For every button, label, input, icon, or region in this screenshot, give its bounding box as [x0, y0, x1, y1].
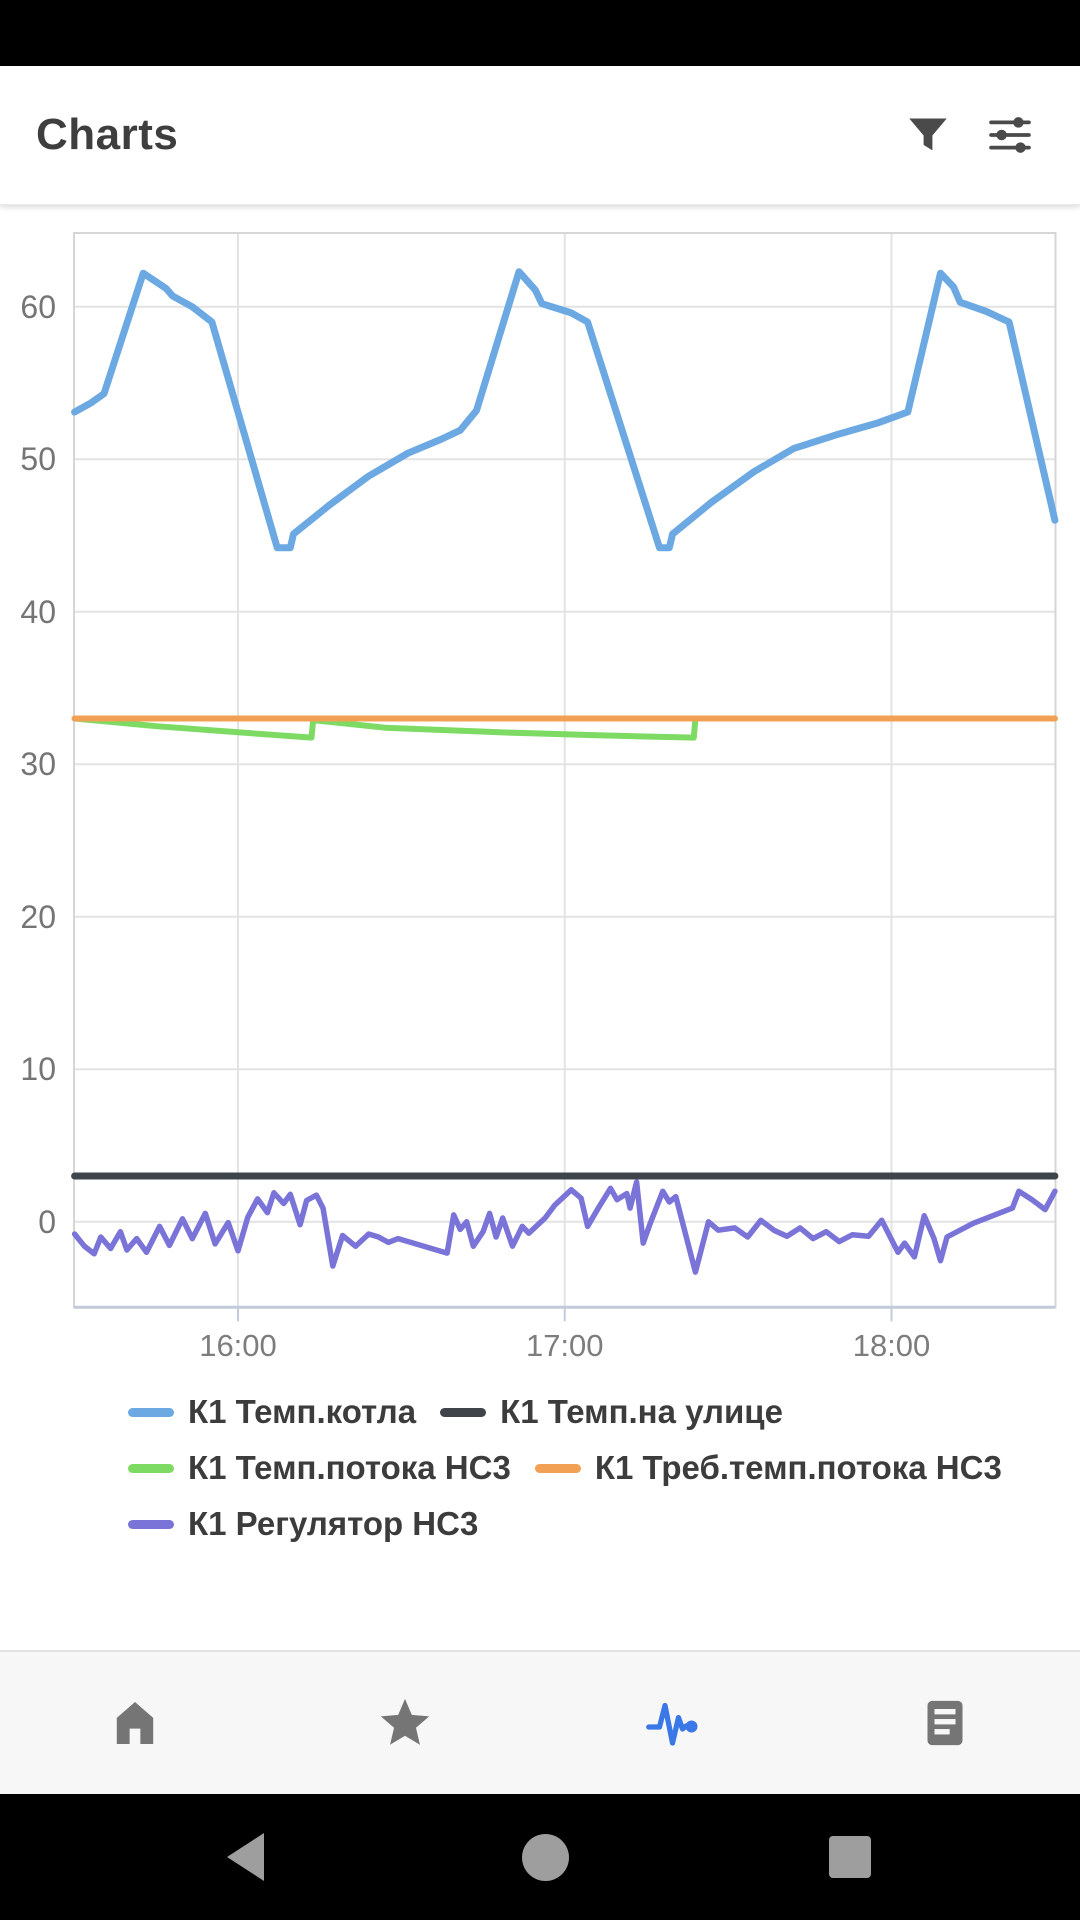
series-line	[71, 268, 1059, 552]
y-axis-tick-label: 30	[20, 746, 56, 783]
legend-label: К1 Регулятор НС3	[188, 1505, 479, 1542]
page-title: Charts	[36, 110, 179, 159]
legend-label: К1 Темп.потока НС3	[188, 1449, 511, 1486]
legend-item[interactable]: К1 Темп.котла	[128, 1393, 416, 1431]
android-home-button[interactable]	[485, 1794, 605, 1920]
x-axis-tick-label: 18:00	[852, 1328, 931, 1363]
legend-row: К1 Темп.котла К1 Темп.на улице	[128, 1384, 1028, 1440]
series-line	[71, 1179, 1058, 1275]
x-axis-tick-label: 16:00	[199, 1328, 277, 1363]
chart-legend: К1 Темп.котла К1 Темп.на улице К1 Темп.пот…	[128, 1384, 1028, 1552]
legend-color-dash	[128, 1519, 174, 1529]
nav-tab-charts[interactable]	[540, 1652, 810, 1794]
y-axis-tick-label: 50	[20, 441, 56, 478]
android-recents-button[interactable]	[790, 1794, 910, 1920]
android-navigation-bar	[0, 1794, 1080, 1920]
legend-item[interactable]: К1 Темп.потока НС3	[128, 1449, 511, 1487]
legend-color-dash	[128, 1407, 174, 1417]
star-icon	[380, 1698, 430, 1745]
status-bar	[0, 0, 1080, 66]
y-axis-tick-label: 20	[20, 898, 56, 935]
app-header: Charts	[0, 66, 1080, 205]
funnel-icon	[909, 118, 947, 151]
settings-button[interactable]	[984, 109, 1036, 161]
legend-item[interactable]: К1 Темп.на улице	[440, 1393, 783, 1431]
y-axis-tick-label: 10	[20, 1051, 56, 1088]
list-icon	[927, 1700, 963, 1746]
y-axis-tick-label: 60	[20, 288, 56, 325]
filter-button[interactable]	[902, 109, 954, 161]
legend-color-dash	[534, 1463, 581, 1473]
series-line	[71, 715, 1058, 741]
home-icon	[116, 1702, 154, 1744]
x-axis-tick-label: 17:00	[525, 1328, 604, 1363]
legend-item[interactable]: К1 Треб.темп.потока НС3	[534, 1449, 1002, 1487]
y-axis-tick-label: 0	[38, 1203, 56, 1240]
back-triangle-icon	[226, 1833, 264, 1881]
tune-icon	[989, 117, 1031, 153]
legend-label: К1 Темп.на улице	[500, 1393, 783, 1430]
activity-icon	[646, 1702, 698, 1746]
home-circle-icon	[521, 1833, 569, 1881]
bottom-nav	[0, 1650, 1080, 1794]
legend-color-dash	[128, 1463, 174, 1473]
legend-color-dash	[440, 1407, 487, 1417]
nav-tab-favorites[interactable]	[270, 1652, 540, 1794]
recents-square-icon	[829, 1836, 871, 1878]
android-back-button[interactable]	[185, 1794, 305, 1920]
nav-tab-home[interactable]	[0, 1652, 270, 1794]
nav-tab-log[interactable]	[810, 1652, 1080, 1794]
legend-label: К1 Темп.котла	[188, 1393, 417, 1430]
chart-region: 0 10 20 30 40 50 60 16:00 17:00 18:00 К1 Темп.кот…	[0, 204, 1080, 1650]
legend-row: К1 Регулятор НС3	[128, 1496, 1028, 1552]
y-axis-tick-label: 40	[20, 593, 56, 630]
header-actions	[902, 66, 1036, 204]
legend-label: К1 Треб.темп.потока НС3	[594, 1449, 1002, 1486]
legend-item[interactable]: К1 Регулятор НС3	[128, 1505, 478, 1543]
line-chart[interactable]	[0, 204, 1080, 1650]
legend-row: К1 Темп.потока НС3 К1 Треб.темп.потока НС…	[128, 1440, 1028, 1496]
